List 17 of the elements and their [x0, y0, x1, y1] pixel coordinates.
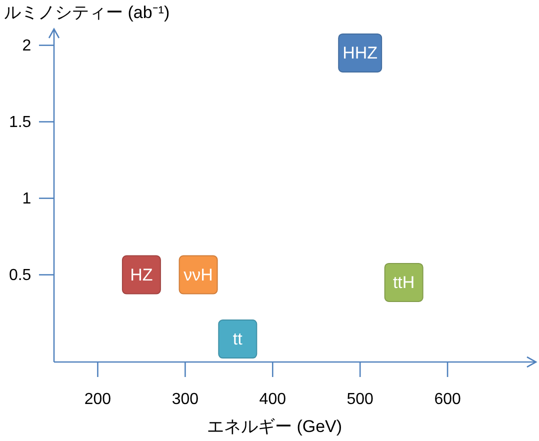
series-label: ttH	[392, 272, 415, 292]
y-tick-label: 2	[22, 37, 32, 54]
x-tick-label: 200	[84, 391, 112, 408]
y-tick-label: 0.5	[8, 266, 32, 284]
y-tick-label: 1	[22, 190, 32, 208]
x-tick-label: 300	[172, 391, 199, 408]
point	[218, 320, 258, 359]
x-axis-title: エネルギー (GeV)	[206, 417, 342, 436]
x-tick-label: 500	[346, 391, 374, 408]
series-label: HZ	[130, 265, 153, 284]
x-tick-label: 400	[259, 391, 286, 408]
y-axis-title: ルミノシティー (ab⁻¹)	[4, 3, 170, 22]
x-tick-label: 600	[434, 391, 461, 408]
series-label: HHZ	[342, 43, 378, 62]
series-label: ννH	[184, 265, 213, 284]
y-tick-label: 1.5	[8, 114, 32, 131]
series-label: tt	[232, 330, 243, 349]
